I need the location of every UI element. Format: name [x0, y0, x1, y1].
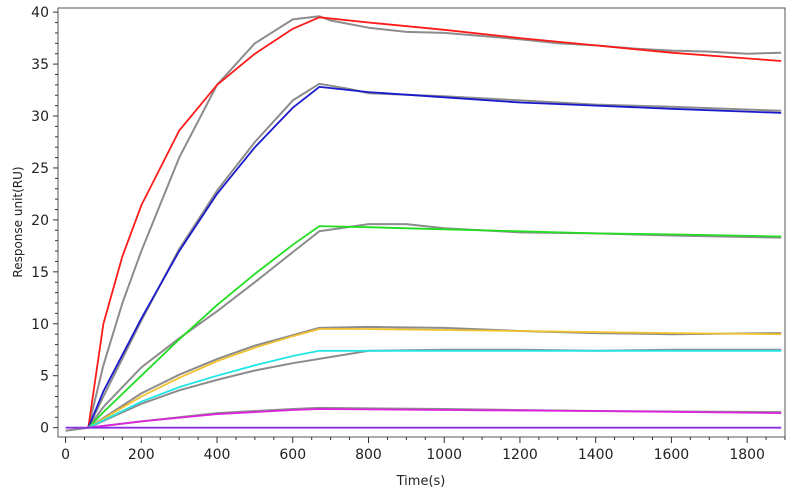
x-tick-label: 0 [61, 447, 70, 463]
fit-line-4 [87, 225, 782, 429]
plot-frame [57, 7, 786, 438]
x-tick-label: 1400 [578, 447, 614, 463]
x-tick-label: 200 [128, 447, 155, 463]
y-tick-label: 0 [40, 421, 49, 437]
x-tick-label: 600 [279, 447, 306, 463]
series-layer [65, 15, 782, 432]
fit-line-0 [87, 16, 782, 428]
y-tick-label: 20 [31, 213, 49, 229]
y-tick-label: 40 [31, 5, 49, 21]
fit-line-2 [87, 86, 782, 429]
x-tick-label: 1600 [654, 447, 690, 463]
y-tick-label: 5 [40, 369, 49, 385]
fit-line-6 [87, 328, 782, 429]
raw-data-line-7 [87, 325, 782, 429]
x-tick-label: 1000 [426, 447, 462, 463]
x-tick-label: 1200 [502, 447, 538, 463]
y-tick-label: 35 [31, 57, 49, 73]
y-tick-label: 15 [31, 265, 49, 281]
y-tick-label: 25 [31, 161, 49, 177]
fit-line-8 [87, 349, 782, 429]
y-tick-label: 10 [31, 317, 49, 333]
fit-line-10 [88, 408, 782, 429]
y-tick-label: 30 [31, 109, 49, 125]
y-axis-label: Response unit(RU) [11, 166, 25, 277]
x-tick-label: 400 [204, 447, 231, 463]
x-tick-label: 1800 [729, 447, 765, 463]
x-axis-label: Time(s) [396, 474, 446, 489]
x-tick-label: 800 [355, 447, 382, 463]
raw-data-line-1 [65, 15, 782, 432]
